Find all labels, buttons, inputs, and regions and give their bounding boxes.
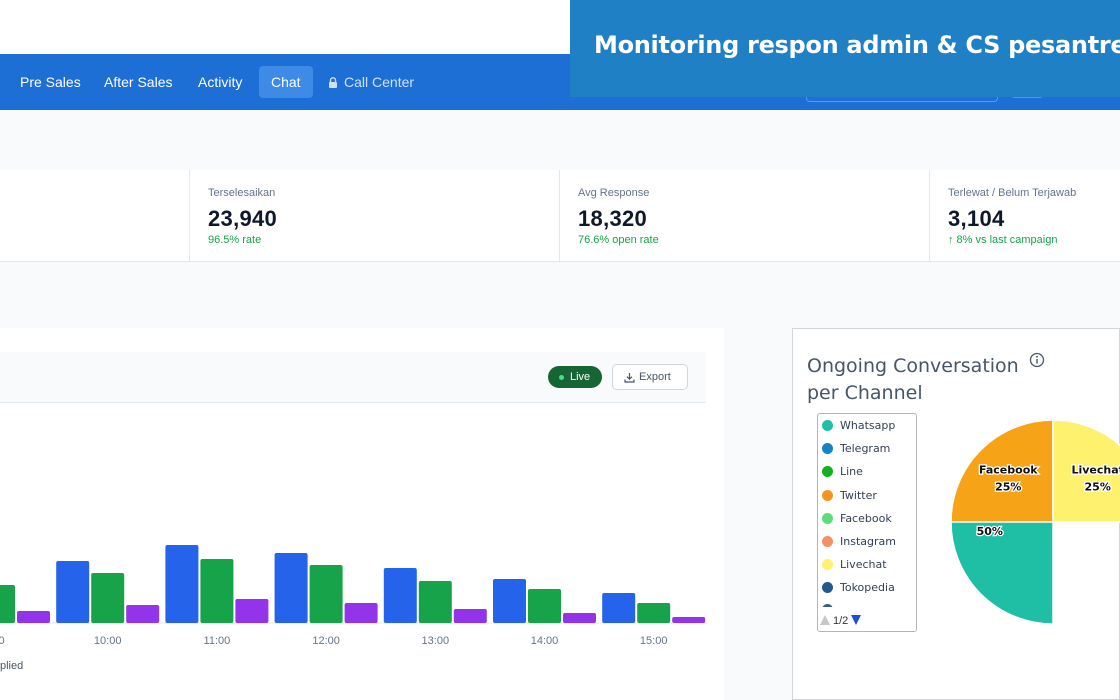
x-tick-label: 10:00 [94,635,122,647]
bar-chart: 00 10:00 11:00 12:00 13:00 14:00 15:00 [0,545,706,647]
bar-series-0-12:00 [274,553,308,623]
info-icon[interactable] [1029,352,1045,368]
bar-series-2-15:00 [672,617,706,623]
nav-call-center-label: Call Center [344,74,415,90]
legend-scroll-mask [818,607,916,631]
stat-card-resolved: Terselesaikan 23,940 96.5% rate [189,170,559,262]
stat-value: 3,104 [948,206,1005,231]
bar-series-1-10:00 [91,573,125,623]
lock-icon [329,77,337,88]
x-tick-label: 13:00 [422,635,450,647]
pie-legend: Whatsapp Telegram Line Twitter Facebook Insta… [817,413,917,632]
bar-series-2-10:00 [126,605,160,623]
nav-pre-sales[interactable]: Pre Sales [20,74,81,90]
stat-subtext: 76.6% open rate [578,234,659,246]
legend-item-label: Tokopedia [840,581,895,595]
stat-card-avg-response: Avg Response 18,320 76.6% open rate [559,170,929,262]
legend-item-label: Twitter [840,488,877,502]
legend-prev-page-icon[interactable] [820,615,830,625]
stat-label: Avg Response [578,187,650,199]
stats-row: Terselesaikan 23,940 96.5% rate Avg Resp… [0,170,1120,262]
pie-slice-label: Livechat [1071,463,1120,476]
legend-dot-icon [822,443,833,455]
legend-dot-icon [822,512,833,524]
legend-dot-icon [822,559,833,571]
legend-item-label: Instagram [840,535,896,548]
x-tick-label: 11:00 [204,635,231,647]
legend-item-line[interactable]: Line [818,464,863,480]
bar-series-2-11:00 [235,599,269,623]
chart-legend-partial: plied [0,660,24,672]
stat-card-missed: Terlewat / Belum Terjawab 3,104 ↑ 8% vs … [929,170,1120,262]
legend-item-facebook[interactable]: Facebook [818,511,892,527]
legend-item-whatsapp[interactable]: Whatsapp [818,418,895,434]
nav-after-sales[interactable]: After Sales [104,74,173,90]
legend-page-label: 1/2 [833,615,849,627]
legend-item-twitter[interactable]: Twitter [818,488,877,504]
bar-series-1-11:00 [200,559,234,623]
bar-series-1-12:00 [309,565,343,623]
legend-next-page-icon[interactable] [851,615,862,625]
bar-series-1-13:00 [418,581,452,623]
stat-subtext: 96.5% rate [208,234,262,246]
pie-slice-facebook[interactable] [950,419,1054,523]
pie-slice-label: Facebook [979,463,1038,476]
legend-item-label: Whatsapp [840,419,896,432]
legend-item-label: Facebook [840,511,892,525]
x-tick-label: 12:00 [312,635,340,647]
legend-dot-icon [822,582,833,594]
legend-item-telegram[interactable]: Telegram [818,441,890,457]
stat-label: Terselesaikan [208,187,276,199]
page-banner: Monitoring respon admin & CS pesantren [570,0,1120,97]
stat-label: Terlewat / Belum Terjawab [948,187,1077,199]
bar-series-0-14:00 [493,579,526,623]
channel-pie-card: Ongoing Conversation per Channel Whatsap… [792,328,1120,700]
pie-slice-percent: 25% [1085,480,1111,493]
bar-series-1-09:00 [0,585,15,623]
legend-item-tokopedia[interactable]: Tokopedia [818,580,895,596]
nav-activity[interactable]: Activity [198,74,243,90]
pie-slice-livechat[interactable] [1052,419,1120,523]
bar-series-1-14:00 [528,589,561,623]
legend-dot-icon [822,536,833,547]
legend-dot-icon [822,466,833,478]
legend-pager: 1/2 [820,614,862,628]
bar-series-2-09:00 [17,611,50,623]
chat-volume-chart-card: Live Export 00 10:00 11:00 12:00 13:00 14:00 1… [0,328,724,700]
stat-value: 18,320 [578,206,648,231]
stat-subtext: ↑ 8% vs last campaign [948,234,1058,246]
legend-item-label: Livechat [840,558,887,572]
bar-series-2-14:00 [563,613,596,623]
x-tick-label: 15:00 [640,635,668,647]
legend-item-instagram[interactable]: Instagram [818,534,896,550]
bar-series-0-13:00 [383,568,417,623]
export-button[interactable]: Export [612,364,688,390]
bar-series-0-10:00 [56,561,90,623]
legend-item-label: Telegram [840,442,891,456]
legend-dot-icon [822,489,833,501]
live-badge-label: Live [570,371,591,383]
live-dot-icon [559,375,564,380]
nav-call-center[interactable]: Call Center [316,66,426,98]
pie-slice-percent: 50% [977,525,1003,538]
pie-chart-title: Ongoing Conversation per Channel [807,355,1019,404]
bar-series-2-12:00 [344,603,378,623]
legend-dot-icon [822,420,833,431]
x-tick-label: 00 [0,635,5,647]
stat-value: 23,940 [208,206,278,231]
bar-series-0-11:00 [165,545,199,623]
bar-series-2-13:00 [453,609,487,623]
pie-slice-percent: 25% [995,480,1021,493]
nav-chat[interactable]: Chat [259,66,313,98]
download-icon [624,373,635,383]
x-tick-label: 14:00 [531,635,559,647]
legend-item-livechat[interactable]: Livechat [818,557,887,573]
legend-item-label: Line [840,465,863,479]
export-button-label: Export [639,371,671,383]
bar-series-0-15:00 [602,593,636,623]
live-badge: Live [548,366,602,388]
bar-series-1-15:00 [637,603,671,623]
